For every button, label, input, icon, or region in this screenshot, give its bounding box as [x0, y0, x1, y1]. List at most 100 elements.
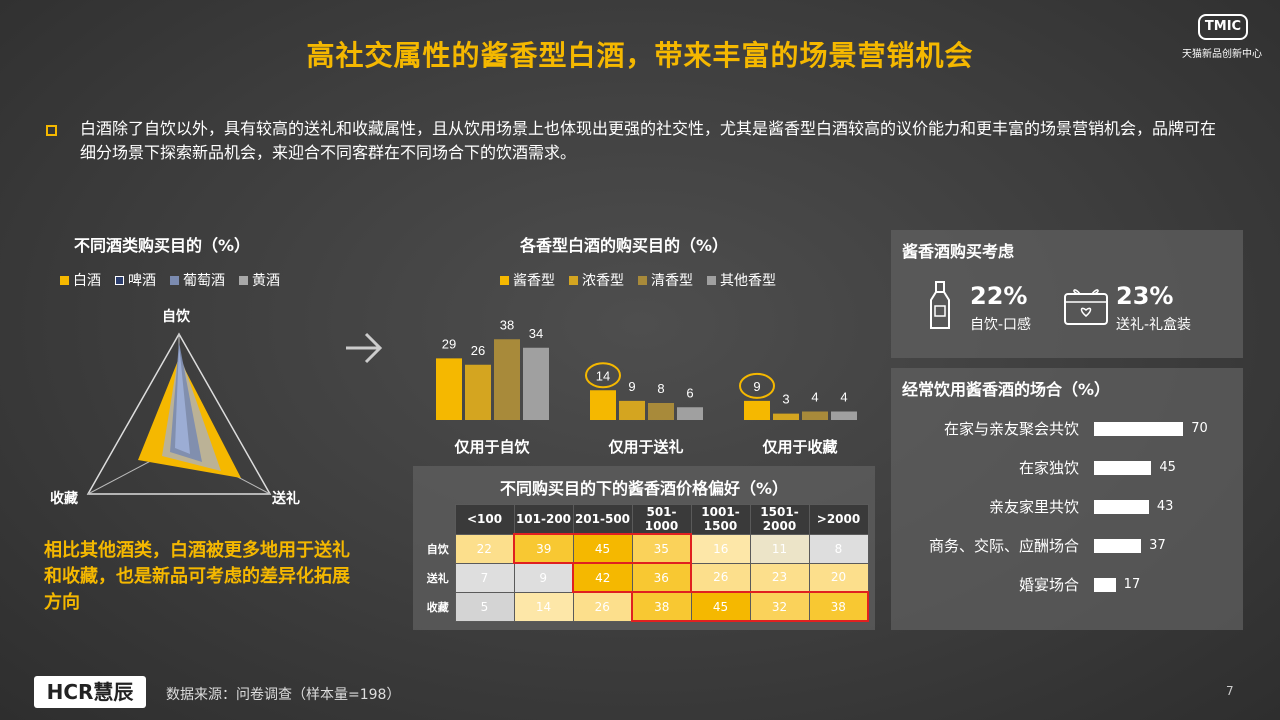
heatmap-cell: 26: [690, 562, 751, 593]
hbar: [1094, 578, 1116, 592]
consideration-label: 自饮-口感: [970, 317, 1032, 333]
heatmap-cell: 42: [572, 562, 633, 593]
hbar-value-label: 17: [1123, 577, 1141, 592]
heatmap-column-header: 101-200: [513, 504, 574, 535]
bar-chart-title: 各香型白酒的购买目的（%）: [520, 236, 729, 255]
legend-label: 黄酒: [252, 273, 280, 289]
bar-value-label: 14: [596, 368, 610, 383]
legend-item: 葡萄酒: [170, 270, 225, 290]
bar: [465, 364, 491, 420]
heatmap-row: 收藏 5 14 26 38 45 32 38: [421, 591, 869, 622]
heatmap-cell: 22: [454, 533, 515, 564]
legend-label: 啤酒: [128, 273, 156, 289]
tmic-logo-subtitle: 天猫新品创新中心: [1182, 49, 1262, 60]
heatmap-row: 自饮 22 39 45 35 16 11 8: [421, 533, 869, 564]
bar-value-label: 9: [753, 379, 760, 394]
bar: [619, 400, 645, 420]
heatmap-column-header: >2000: [808, 504, 869, 535]
heatmap-cell: 8: [808, 533, 869, 564]
bar: [590, 390, 616, 420]
hbar-value-label: 43: [1156, 499, 1174, 514]
bar-value-label: 9: [628, 379, 635, 394]
bar-legend: 酱香型 浓香型 清香型 其他香型: [500, 270, 776, 290]
legend-label: 浓香型: [582, 273, 624, 289]
tmic-logo: TMIC: [1198, 14, 1248, 40]
heatmap-row: 送礼 7 9 42 36 26 23 20: [421, 562, 869, 593]
hbar-value-label: 37: [1149, 538, 1166, 553]
legend-label: 清香型: [651, 273, 693, 289]
bottle-icon: [930, 281, 950, 329]
price-heatmap-table: <100 101-200 201-500 501-1000 1001-1500 1501-…: [421, 504, 869, 622]
hbar: [1094, 422, 1184, 436]
heatmap-cell: 20: [808, 562, 869, 593]
heatmap-cell: 23: [749, 562, 810, 593]
legend-swatch: [569, 275, 578, 285]
legend-item: 清香型: [638, 270, 693, 290]
hbar-category-label: 婚宴场合: [1018, 576, 1079, 594]
bar-category-label: 仅用于送礼: [607, 438, 683, 456]
data-source: 数据来源：问卷调查（样本量=198）: [166, 687, 401, 703]
considerations-title: 酱香酒购买考虑: [902, 242, 1015, 261]
price-heatmap-panel: 不同购买目的下的酱香酒价格偏好（%） <100 101-200 201-500 501…: [413, 466, 875, 630]
radar-chart: [86, 332, 272, 495]
consideration-label: 送礼-礼盒装: [1116, 317, 1192, 333]
bar: [744, 400, 770, 420]
bar: [648, 403, 674, 420]
hbar-category-label: 亲友家里共饮: [988, 498, 1079, 516]
bar: [494, 339, 520, 420]
bar-category-label: 仅用于收藏: [761, 438, 837, 456]
legend-item: 啤酒: [115, 270, 156, 290]
bar-value-label: 4: [811, 390, 818, 405]
heatmap-cell: 45: [572, 533, 633, 564]
page-title: 高社交属性的酱香型白酒，带来丰富的场景营销机会: [306, 39, 974, 72]
intro-text: 白酒除了自饮以外，具有较高的送礼和收藏属性，且从饮用场景上也体现出更强的社交性，…: [80, 119, 1217, 162]
heatmap-row-header: 收藏: [426, 600, 449, 614]
bar: [802, 411, 828, 420]
radar-axis-label: 送礼: [272, 491, 300, 507]
legend-item: 酱香型: [500, 270, 555, 290]
heatmap-column-header: <100: [454, 504, 515, 535]
bullet-square-icon: [46, 125, 57, 136]
heatmap-column-header: 501-1000: [631, 504, 692, 535]
consideration-pct: 23%: [1116, 282, 1174, 310]
legend-swatch: [239, 275, 248, 285]
legend-swatch: [170, 275, 179, 285]
radar-axis-label: 自饮: [162, 309, 190, 325]
hbar-value-label: 45: [1159, 460, 1176, 475]
legend-swatch: [638, 275, 647, 285]
bar-value-label: 3: [782, 392, 789, 407]
legend-swatch: [115, 275, 124, 285]
heatmap-column-header: 1001-1500: [690, 504, 751, 535]
bar-value-label: 26: [471, 343, 485, 358]
occasions-bar-chart: 在家与亲友聚会共饮 70 在家独饮 45 亲友家里共饮 43 商务、交际、应酬场合 37 婚宴场…: [891, 368, 1243, 630]
radar-chart-title: 不同酒类购买目的（%）: [74, 236, 251, 255]
considerations-panel: 酱香酒购买考虑 22% 自饮-口感 23% 送礼-礼盒装: [891, 230, 1243, 358]
heatmap-cell: 11: [749, 533, 810, 564]
hbar: [1094, 539, 1142, 553]
radar-legend: 白酒 啤酒 葡萄酒 黄酒: [60, 270, 280, 290]
bar-value-label: 34: [529, 326, 543, 341]
heatmap-title: 不同购买目的下的酱香酒价格偏好（%）: [499, 479, 789, 498]
heatmap-row-header: 送礼: [426, 571, 449, 585]
radar-frame: [86, 332, 272, 495]
bar: [773, 413, 799, 420]
hbar: [1094, 461, 1152, 475]
heatmap-cell: 26: [572, 591, 633, 622]
heatmap-cell: 7: [454, 562, 515, 593]
bar-category-label: 仅用于自饮: [453, 438, 530, 456]
legend-item: 其他香型: [707, 270, 776, 290]
hbar-value-label: 70: [1191, 421, 1208, 436]
occasions-panel: 经常饮用酱香酒的场合（%） 在家与亲友聚会共饮 70 在家独饮 45 亲友家里共饮 43 商…: [891, 368, 1243, 630]
hbar: [1094, 500, 1149, 514]
occasions-title: 经常饮用酱香酒的场合（%）: [902, 380, 1111, 399]
bar-value-label: 6: [686, 385, 693, 400]
bar-value-label: 29: [442, 336, 456, 351]
radar-area-beer: [175, 344, 190, 454]
hbar-category-label: 在家独饮: [1018, 459, 1079, 477]
legend-item: 白酒: [60, 270, 101, 290]
heatmap-column-header: 1501-2000: [749, 504, 810, 535]
highlight-circle: [739, 372, 775, 399]
heatmap-cell: 5: [454, 591, 515, 622]
legend-swatch: [60, 275, 69, 285]
